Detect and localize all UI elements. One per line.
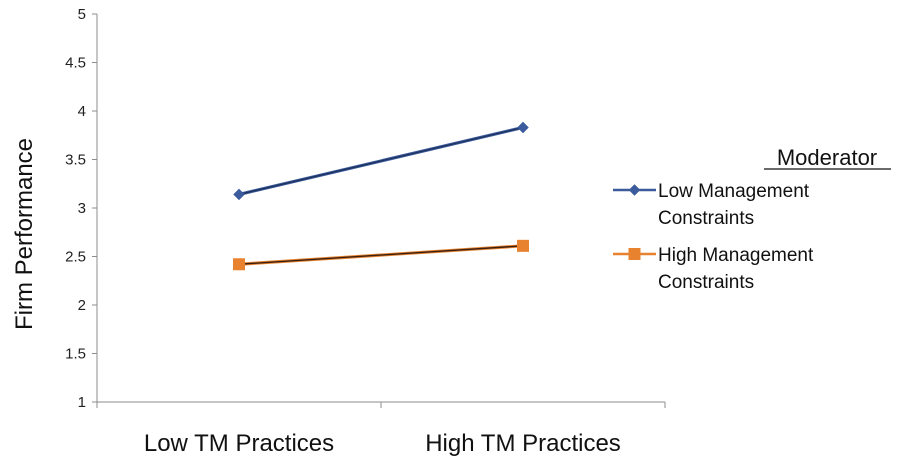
plot-area bbox=[233, 121, 529, 271]
series-1 bbox=[233, 121, 529, 201]
y-tick-label: 1.5 bbox=[65, 346, 86, 363]
y-tick-label: 4 bbox=[78, 103, 86, 120]
y-tick-label: 3 bbox=[78, 200, 86, 217]
y-tick-label: 5 bbox=[78, 6, 86, 23]
y-tick-label: 1 bbox=[78, 394, 86, 411]
data-point-diamond bbox=[517, 121, 529, 134]
data-point-diamond bbox=[233, 188, 245, 201]
legend-label: Low Management bbox=[658, 181, 810, 202]
y-tick-label: 2 bbox=[78, 297, 86, 314]
y-tick-label: 4.5 bbox=[65, 55, 86, 72]
series-line-core bbox=[238, 126, 524, 196]
series-2 bbox=[233, 239, 529, 271]
legend-label: High Management bbox=[658, 245, 814, 266]
legend: Moderator Low ManagementConstraintsHigh … bbox=[613, 145, 891, 293]
square-marker-icon bbox=[628, 248, 641, 260]
data-point-square bbox=[233, 258, 245, 271]
y-tick-label: 3.5 bbox=[65, 152, 86, 169]
legend-label: Constraints bbox=[658, 208, 754, 229]
x-category-label: High TM Practices bbox=[425, 430, 621, 457]
x-category-label: Low TM Practices bbox=[144, 430, 334, 457]
y-axis-title: Firm Performance bbox=[11, 138, 38, 330]
legend-item: Low Management Constraints bbox=[613, 181, 810, 229]
x-axis: Low TM Practices High TM Practices bbox=[96, 401, 666, 457]
legend-item: High Management Constraints bbox=[613, 245, 814, 293]
y-axis: 1 1.5 2 2.5 3 3.5 4 4.5 5 bbox=[65, 6, 98, 411]
legend-title: Moderator bbox=[777, 145, 877, 170]
data-point-square bbox=[517, 239, 529, 252]
y-tick-label: 2.5 bbox=[65, 249, 86, 266]
diamond-marker-icon bbox=[628, 184, 641, 196]
legend-label: Constraints bbox=[658, 272, 754, 293]
series-line-core bbox=[238, 245, 524, 265]
